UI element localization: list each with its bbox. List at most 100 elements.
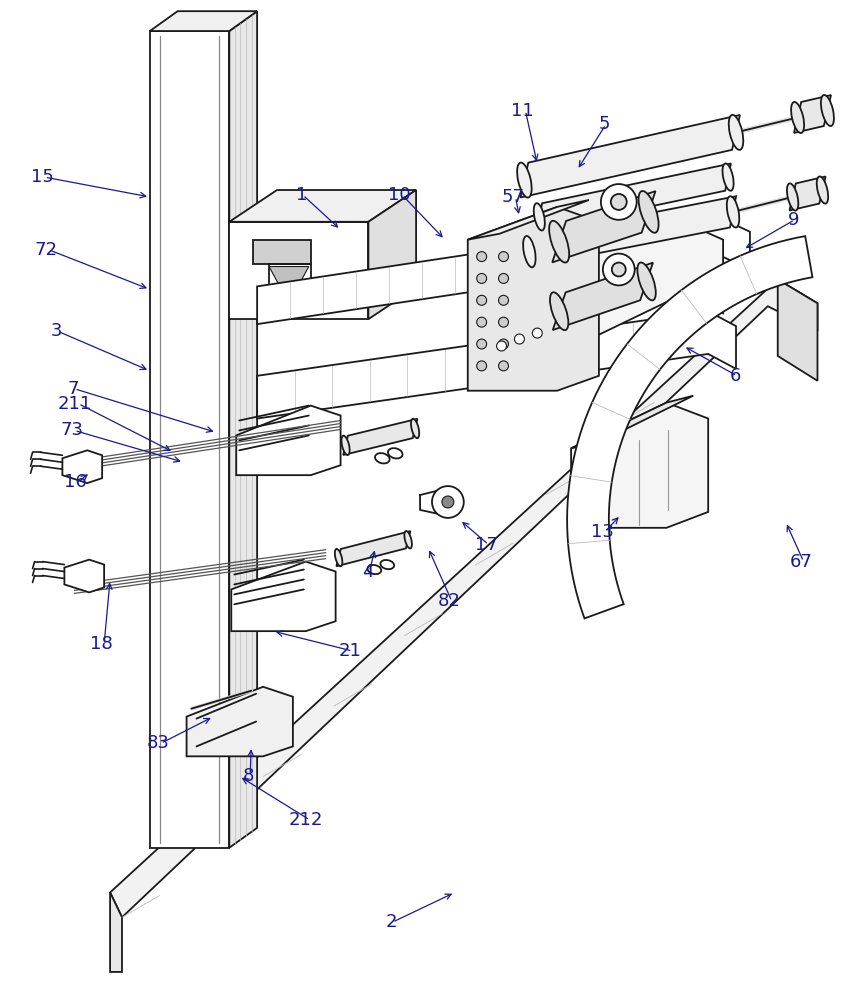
Text: 21: 21 [339, 642, 361, 660]
Ellipse shape [411, 419, 419, 438]
Circle shape [499, 361, 508, 371]
Polygon shape [777, 279, 818, 381]
Ellipse shape [791, 102, 804, 133]
Polygon shape [110, 279, 818, 917]
Circle shape [476, 295, 487, 305]
Polygon shape [230, 190, 416, 222]
Ellipse shape [380, 560, 394, 569]
Polygon shape [552, 191, 655, 262]
Ellipse shape [375, 453, 390, 463]
Ellipse shape [517, 163, 531, 198]
Polygon shape [63, 450, 102, 483]
Polygon shape [485, 207, 703, 299]
Polygon shape [237, 406, 341, 475]
Circle shape [611, 194, 627, 210]
Text: 10: 10 [388, 186, 411, 204]
Text: 67: 67 [789, 553, 813, 571]
Ellipse shape [728, 115, 743, 150]
Circle shape [603, 254, 635, 285]
Text: 6: 6 [730, 367, 741, 385]
Polygon shape [343, 419, 417, 455]
Polygon shape [526, 196, 736, 267]
Circle shape [476, 317, 487, 327]
Polygon shape [64, 560, 104, 592]
Polygon shape [520, 115, 740, 198]
Text: 73: 73 [60, 421, 83, 439]
Text: 212: 212 [289, 811, 323, 829]
Text: 8: 8 [243, 767, 255, 785]
Text: 82: 82 [438, 592, 461, 610]
Text: 9: 9 [788, 211, 799, 229]
Ellipse shape [404, 531, 412, 548]
Text: 5: 5 [599, 115, 611, 133]
Ellipse shape [550, 292, 568, 330]
Ellipse shape [341, 436, 350, 455]
Circle shape [499, 273, 508, 283]
Circle shape [496, 341, 507, 351]
Ellipse shape [388, 448, 402, 458]
Text: 3: 3 [51, 322, 62, 340]
Polygon shape [336, 531, 410, 566]
Polygon shape [537, 163, 731, 230]
Circle shape [499, 317, 508, 327]
Polygon shape [230, 222, 368, 319]
Circle shape [601, 184, 636, 220]
Circle shape [476, 273, 487, 283]
Ellipse shape [787, 183, 798, 211]
Polygon shape [257, 311, 736, 419]
Polygon shape [150, 11, 257, 31]
Ellipse shape [817, 176, 828, 204]
Polygon shape [150, 31, 230, 848]
Text: 15: 15 [31, 168, 53, 186]
Ellipse shape [550, 221, 569, 263]
Polygon shape [571, 396, 693, 448]
Ellipse shape [821, 95, 834, 126]
Circle shape [476, 361, 487, 371]
Text: 83: 83 [147, 734, 169, 752]
Polygon shape [485, 220, 723, 366]
Text: 16: 16 [64, 473, 87, 491]
Circle shape [432, 486, 464, 518]
Polygon shape [257, 217, 750, 324]
Ellipse shape [523, 236, 536, 267]
Circle shape [476, 339, 487, 349]
Polygon shape [468, 200, 589, 240]
Polygon shape [230, 11, 257, 848]
Polygon shape [567, 236, 813, 618]
Polygon shape [794, 95, 831, 133]
Ellipse shape [335, 549, 342, 566]
Text: 211: 211 [58, 395, 92, 413]
Circle shape [514, 334, 525, 344]
Text: 72: 72 [34, 241, 58, 259]
Polygon shape [789, 176, 826, 211]
Polygon shape [468, 207, 599, 391]
Text: 17: 17 [475, 536, 498, 554]
Ellipse shape [727, 196, 740, 228]
Text: 7: 7 [67, 380, 79, 398]
Ellipse shape [722, 163, 734, 191]
Text: 18: 18 [90, 635, 113, 653]
Ellipse shape [367, 565, 381, 574]
Text: 2: 2 [385, 913, 396, 931]
Text: 1: 1 [296, 186, 307, 204]
Text: 13: 13 [591, 523, 614, 541]
Ellipse shape [639, 191, 659, 233]
Circle shape [499, 339, 508, 349]
Polygon shape [187, 687, 293, 756]
Text: 4: 4 [362, 563, 374, 581]
Ellipse shape [534, 203, 545, 230]
Polygon shape [553, 263, 653, 330]
Circle shape [442, 496, 454, 508]
Polygon shape [231, 562, 335, 631]
Circle shape [476, 252, 487, 262]
Circle shape [499, 252, 508, 262]
Circle shape [532, 328, 543, 338]
Polygon shape [110, 892, 122, 972]
Text: 57: 57 [501, 188, 525, 206]
Circle shape [499, 295, 508, 305]
Polygon shape [269, 267, 309, 303]
Circle shape [611, 263, 626, 276]
Polygon shape [253, 240, 310, 264]
Text: 11: 11 [512, 102, 534, 120]
Polygon shape [368, 190, 416, 319]
